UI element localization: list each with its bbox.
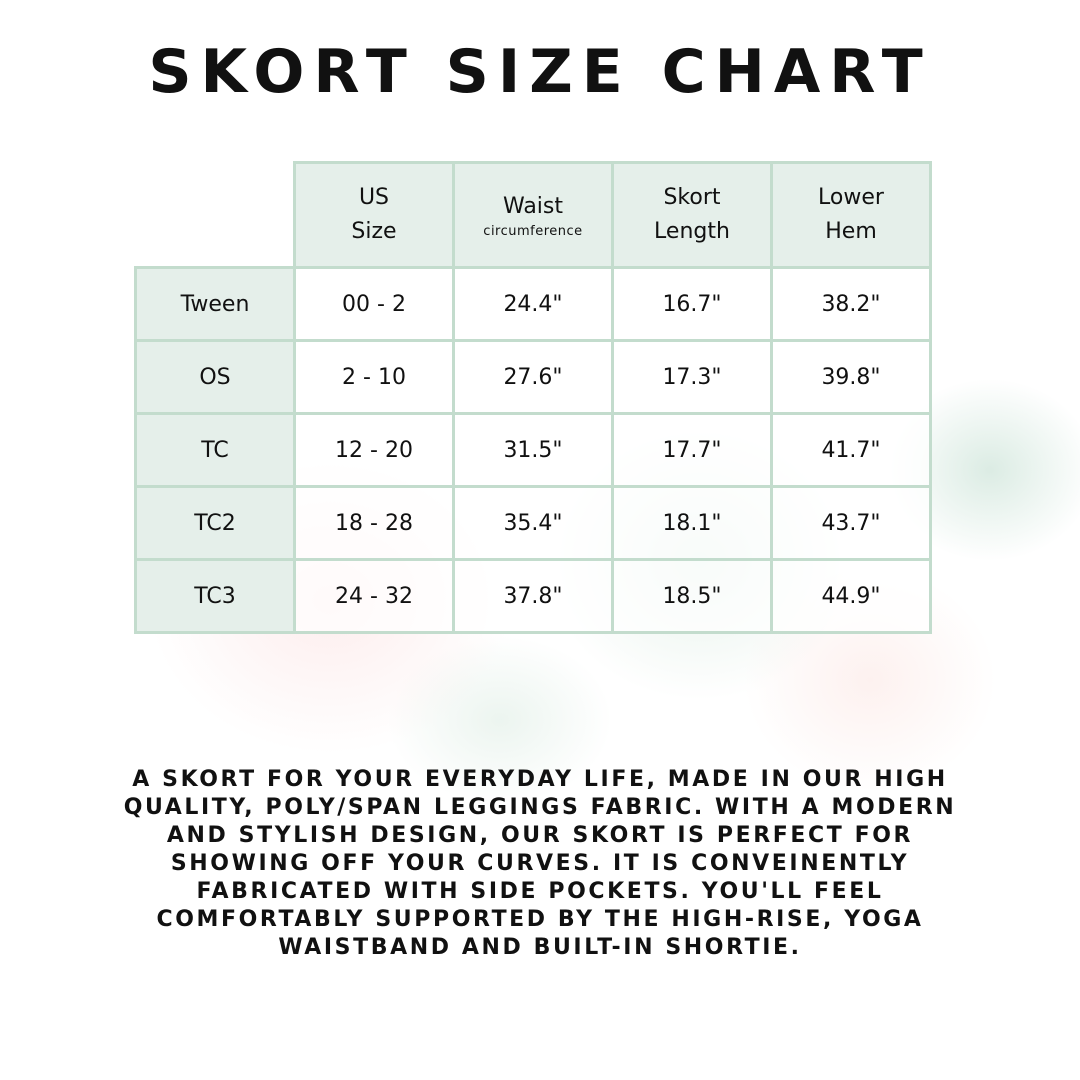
size-chart-table: US Size Waist circumference Skort Length Lo… bbox=[134, 161, 932, 634]
table-row: Tween 00 - 2 24.4" 16.7" 38.2" bbox=[134, 266, 932, 342]
table-cell: 35.4" bbox=[452, 485, 614, 561]
description-line: FABRICATED WITH SIDE POCKETS. YOU'LL FEE… bbox=[196, 879, 884, 904]
table-cell: 39.8" bbox=[770, 339, 932, 415]
table-header-row: US Size Waist circumference Skort Length Lo… bbox=[136, 161, 932, 269]
page-title: SKORT SIZE CHART bbox=[148, 37, 932, 107]
header-waist: Waist circumference bbox=[452, 161, 614, 269]
table-cell: 24 - 32 bbox=[293, 558, 455, 634]
row-label: Tween bbox=[134, 266, 296, 342]
header-waist-sub: circumference bbox=[483, 224, 583, 239]
row-label: TC3 bbox=[134, 558, 296, 634]
description-line: QUALITY, POLY/SPAN LEGGINGS FABRIC. WITH… bbox=[123, 795, 957, 820]
table-cell: 18.1" bbox=[611, 485, 773, 561]
table-cell: 44.9" bbox=[770, 558, 932, 634]
description-line: COMFORTABLY SUPPORTED BY THE HIGH-RISE, … bbox=[156, 907, 924, 932]
table-cell: 12 - 20 bbox=[293, 412, 455, 488]
table-cell: 18.5" bbox=[611, 558, 773, 634]
header-us-size: US Size bbox=[293, 161, 455, 269]
product-description: A SKORT FOR YOUR EVERYDAY LIFE, MADE IN … bbox=[0, 766, 1080, 962]
table-cell: 16.7" bbox=[611, 266, 773, 342]
row-label: TC2 bbox=[134, 485, 296, 561]
table-row: TC3 24 - 32 37.8" 18.5" 44.9" bbox=[134, 558, 932, 634]
header-skort-length: Skort Length bbox=[611, 161, 773, 269]
row-label: TC bbox=[134, 412, 296, 488]
table-cell: 41.7" bbox=[770, 412, 932, 488]
table-cell: 38.2" bbox=[770, 266, 932, 342]
description-line: AND STYLISH DESIGN, OUR SKORT IS PERFECT… bbox=[166, 823, 914, 848]
table-cell: 17.7" bbox=[611, 412, 773, 488]
table-cell: 37.8" bbox=[452, 558, 614, 634]
description-line: SHOWING OFF YOUR CURVES. IT IS CONVEINEN… bbox=[170, 851, 910, 876]
table-row: TC2 18 - 28 35.4" 18.1" 43.7" bbox=[134, 485, 932, 561]
table-cell: 24.4" bbox=[452, 266, 614, 342]
table-cell: 17.3" bbox=[611, 339, 773, 415]
table-cell: 43.7" bbox=[770, 485, 932, 561]
row-label: OS bbox=[134, 339, 296, 415]
table-row: OS 2 - 10 27.6" 17.3" 39.8" bbox=[134, 339, 932, 415]
table-cell: 27.6" bbox=[452, 339, 614, 415]
description-line: WAISTBAND AND BUILT-IN SHORTIE. bbox=[278, 935, 802, 960]
table-cell: 18 - 28 bbox=[293, 485, 455, 561]
table-cell: 00 - 2 bbox=[293, 266, 455, 342]
header-lower-hem: Lower Hem bbox=[770, 161, 932, 269]
empty-corner-cell bbox=[136, 163, 295, 268]
description-line: A SKORT FOR YOUR EVERYDAY LIFE, MADE IN … bbox=[132, 767, 948, 792]
table-row: TC 12 - 20 31.5" 17.7" 41.7" bbox=[134, 412, 932, 488]
table-cell: 31.5" bbox=[452, 412, 614, 488]
table-cell: 2 - 10 bbox=[293, 339, 455, 415]
